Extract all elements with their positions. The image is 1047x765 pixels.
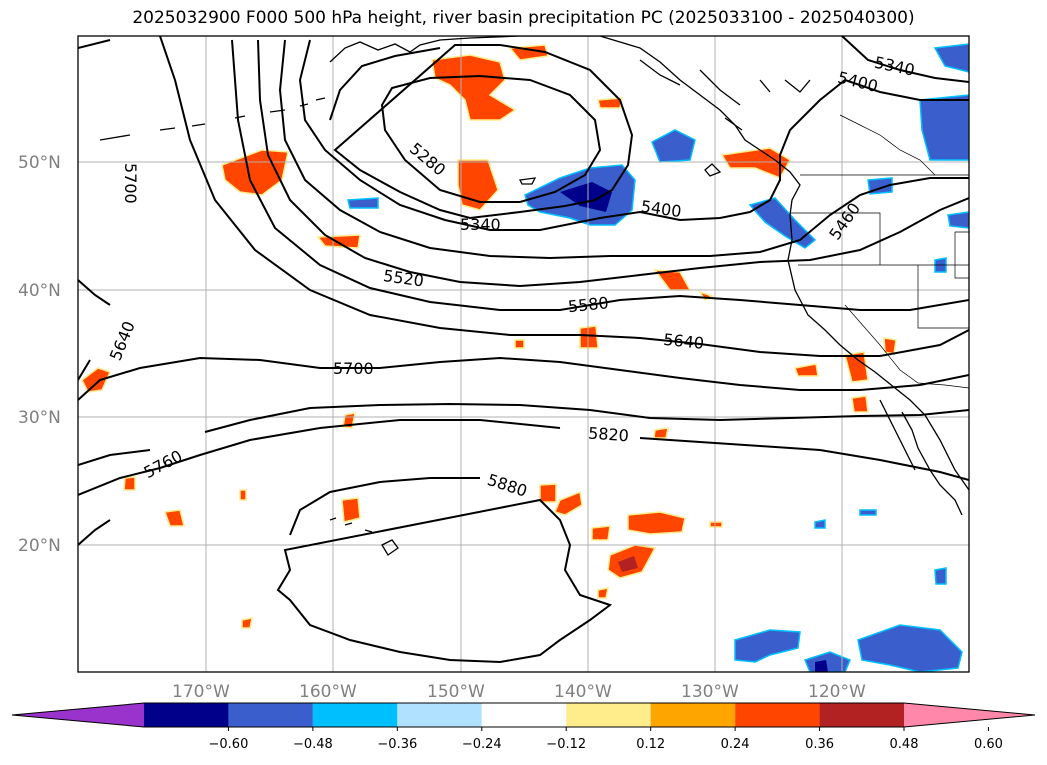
positive-anomaly	[653, 427, 669, 439]
contour-5280	[380, 74, 602, 203]
colorbar-segment	[397, 703, 482, 727]
negative-anomaly	[859, 509, 877, 516]
positive-anomaly-core	[618, 556, 638, 572]
colorbar: −0.60 −0.48 −0.36 −0.24 −0.12 0.12 0.24 0.36 0.4…	[11, 702, 1036, 752]
positive-anomaly	[591, 525, 611, 541]
negative-anomaly	[748, 197, 817, 249]
positive-anomaly	[123, 476, 136, 491]
colorbar-tick-label: 0.24	[721, 737, 750, 752]
colorbar-tick-label: 0.48	[890, 737, 919, 752]
positive-anomaly	[553, 490, 583, 516]
colorbar-segment	[228, 703, 313, 727]
lat-label-20n: 20°N	[18, 536, 61, 556]
positive-anomaly	[81, 367, 112, 393]
height-contours	[78, 36, 969, 664]
contour-5700	[78, 39, 969, 401]
colorbar-segment	[481, 703, 567, 727]
colorbar-tick-label: −0.48	[293, 737, 333, 752]
negative-anomaly	[814, 519, 826, 529]
positive-anomaly	[883, 337, 897, 355]
positive-anomaly	[597, 587, 609, 599]
contour-5580	[231, 39, 969, 311]
contour-5340-left	[329, 44, 634, 220]
colorbar-segment	[735, 703, 820, 727]
contour-5820	[78, 419, 969, 496]
negative-anomaly	[651, 129, 696, 163]
colorbar-tick-label: −0.12	[546, 737, 586, 752]
borders	[790, 114, 969, 389]
contour-5520	[257, 39, 969, 288]
colorbar-segment	[312, 703, 398, 727]
negative-anomaly-core	[815, 660, 828, 672]
map-frame	[77, 35, 970, 673]
positive-anomaly	[597, 97, 623, 109]
lon-label-130w: 130°W	[681, 682, 739, 702]
contour-label: 5820	[588, 423, 630, 445]
positive-anomaly	[341, 497, 361, 523]
lon-label-160w: 160°W	[299, 682, 357, 702]
colorbar-segment	[566, 703, 651, 727]
negative-anomaly-core	[560, 182, 612, 212]
negative-anomaly	[919, 94, 969, 161]
negative-anomaly	[947, 211, 969, 229]
contour-label: 5700	[121, 163, 140, 204]
positive-anomaly	[579, 325, 599, 349]
lat-label-40n: 40°N	[18, 281, 61, 301]
positive-anomaly	[709, 521, 723, 528]
positive-anomaly	[241, 617, 253, 629]
colorbar-segment	[144, 703, 229, 727]
positive-anomaly	[793, 363, 819, 377]
lon-label-150w: 150°W	[427, 682, 485, 702]
contour-label: 5700	[333, 359, 374, 378]
colorbar-extend-min	[12, 703, 144, 727]
positive-anomaly	[316, 234, 361, 249]
negative-anomaly	[934, 567, 947, 585]
map-title: 2025032900 F000 500 hPa height, river ba…	[132, 8, 915, 28]
positive-anomaly	[514, 339, 525, 349]
positive-anomaly	[851, 395, 869, 413]
positive-anomaly	[539, 483, 557, 503]
positive-anomaly	[431, 54, 517, 121]
negative-anomaly	[734, 629, 801, 663]
contour-5640	[78, 36, 969, 381]
positive-anomaly	[627, 511, 686, 535]
colorbar-tick-label: 0.12	[636, 737, 665, 752]
contour-5760	[78, 402, 969, 466]
lat-label-50n: 50°N	[18, 153, 61, 173]
map-background	[78, 36, 969, 672]
contour-5460	[278, 39, 969, 260]
precip-pc-fills	[81, 43, 969, 672]
contour-label: 5640	[662, 330, 704, 353]
lon-label-120w: 120°W	[808, 682, 866, 702]
contour-5340-right	[841, 36, 969, 83]
colorbar-tick-label: 0.36	[805, 737, 834, 752]
colorbar-tick-label: 0.60	[974, 737, 1003, 752]
negative-anomaly	[857, 624, 963, 672]
colorbar-segment	[819, 703, 904, 727]
positive-anomaly	[844, 351, 869, 383]
lon-label-140w: 140°W	[554, 682, 612, 702]
positive-anomaly	[239, 489, 247, 501]
colorbar-tick-label: −0.60	[209, 737, 249, 752]
contour-5880-left	[78, 519, 111, 546]
positive-anomaly	[163, 509, 185, 527]
contour-5880	[276, 477, 613, 664]
negative-anomaly	[347, 197, 379, 209]
latitude-labels: 50°N 40°N 30°N 20°N	[18, 153, 61, 556]
colorbar-extend-max	[904, 703, 1035, 727]
lat-label-30n: 30°N	[18, 408, 61, 428]
contour-label: 5340	[460, 215, 501, 234]
colorbar-tick-label: −0.36	[377, 737, 417, 752]
negative-anomaly	[933, 43, 969, 73]
lon-label-170w: 170°W	[172, 682, 230, 702]
colorbar-tick-label: −0.24	[462, 737, 502, 752]
contour-label: 5580	[567, 293, 609, 316]
contour-5400	[298, 39, 969, 231]
colorbar-outline	[11, 702, 1036, 728]
coastlines	[99, 36, 969, 556]
longitude-labels: 170°W 160°W 150°W 140°W 130°W 120°W	[172, 682, 866, 702]
colorbar-segment	[650, 703, 736, 727]
